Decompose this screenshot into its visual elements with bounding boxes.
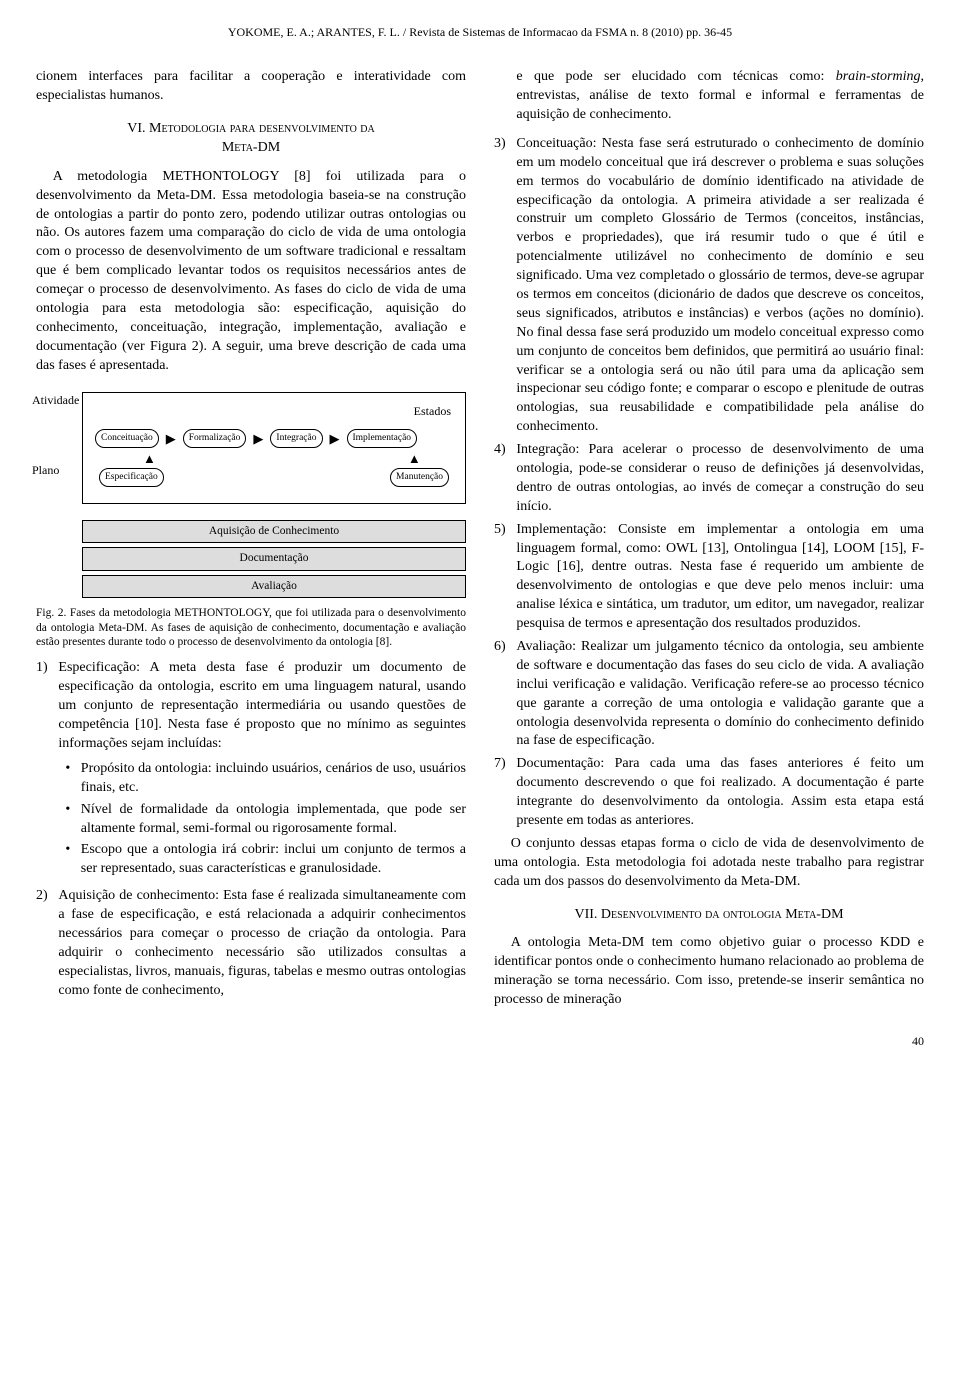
list-item-6: Avaliação: Realizar um julgamento técnic… <box>516 638 924 751</box>
list-item-3: Conceituação: Nesta fase será estruturad… <box>516 135 924 437</box>
arrow-up-icon: ▲ <box>408 454 421 464</box>
section-7-paragraph-1: A ontologia Meta-DM tem como objetivo gu… <box>494 934 924 1010</box>
node-manutencao: Manutenção <box>390 468 449 487</box>
node-implementacao: Implementação <box>347 429 418 448</box>
bullet-2: Nível de formalidade da ontologia implem… <box>81 801 466 839</box>
list-item-2: Aquisição de conhecimento: Esta fase é r… <box>58 887 466 1000</box>
right-lead-pre: e que pode ser elucidado com técnicas co… <box>516 69 835 84</box>
node-especificacao: Especificação <box>99 468 164 487</box>
arrow-right-icon: ▶ <box>329 432 341 445</box>
left-numbered-list: Especificação: A meta desta fase é produ… <box>36 659 466 1000</box>
section-6-text-line1: Metodologia para desenvolvimento da <box>149 121 375 136</box>
section-7-title: VII. Desenvolvimento da ontologia Meta-D… <box>494 906 924 925</box>
figure-label-estados: Estados <box>414 403 451 419</box>
arrow-up-icon: ▲ <box>143 454 156 464</box>
two-column-layout: cionem interfaces para facilitar a coope… <box>36 68 924 1011</box>
node-formalizacao: Formalização <box>183 429 247 448</box>
left-column: cionem interfaces para facilitar a coope… <box>36 68 466 1011</box>
right-column: e que pode ser elucidado com técnicas co… <box>494 68 924 1011</box>
node-integracao: Integração <box>270 429 322 448</box>
figure-2: Atividade Plano Estados Conceituação ▶ F… <box>36 392 466 650</box>
left-intro-paragraph: cionem interfaces para facilitar a coope… <box>36 68 466 106</box>
figure-2-caption: Fig. 2. Fases da metodologia METHONTOLOG… <box>36 606 466 649</box>
right-closing-paragraph: O conjunto dessas etapas forma o ciclo d… <box>494 835 924 892</box>
figure-bar-documentacao: Documentação <box>82 547 466 571</box>
section-6-title: VI. Metodologia para desenvolvimento da … <box>36 120 466 158</box>
list-item-4: Integração: Para acelerar o processo de … <box>516 441 924 517</box>
bullet-1: Propósito da ontologia: incluindo usuári… <box>81 760 466 798</box>
figure-label-plano: Plano <box>32 462 59 478</box>
section-6-text-line2: Meta-DM <box>222 140 280 155</box>
right-lead-italic: brain-storming <box>836 69 921 84</box>
section-7-text: Desenvolvimento da ontologia Meta-DM <box>601 907 844 922</box>
section-7-num: VII. <box>574 907 597 922</box>
list-item-1-text: Especificação: A meta desta fase é produ… <box>58 660 466 751</box>
figure-bar-aquisicao: Aquisição de Conhecimento <box>82 520 466 544</box>
bullet-list: Propósito da ontologia: incluindo usuári… <box>58 760 466 879</box>
right-numbered-list: Conceituação: Nesta fase será estruturad… <box>494 135 924 831</box>
list-item-5: Implementação: Consiste em implementar a… <box>516 521 924 634</box>
section-6-paragraph-1: A metodologia METHONTOLOGY [8] foi utili… <box>36 168 466 376</box>
figure-bar-avaliacao: Avaliação <box>82 575 466 599</box>
section-6-num: VI. <box>127 121 145 136</box>
arrow-right-icon: ▶ <box>252 432 264 445</box>
right-lead-paragraph: e que pode ser elucidado com técnicas co… <box>494 68 924 125</box>
node-conceituacao: Conceituação <box>95 429 159 448</box>
list-item-1: Especificação: A meta desta fase é produ… <box>58 659 466 879</box>
figure-label-atividade: Atividade <box>32 392 79 408</box>
page-number: 40 <box>36 1033 924 1049</box>
list-item-7: Documentação: Para cada uma das fases an… <box>516 755 924 831</box>
bullet-3: Escopo que a ontologia irá cobrir: inclu… <box>81 841 466 879</box>
arrow-right-icon: ▶ <box>165 432 177 445</box>
running-header: YOKOME, E. A.; ARANTES, F. L. / Revista … <box>36 24 924 40</box>
